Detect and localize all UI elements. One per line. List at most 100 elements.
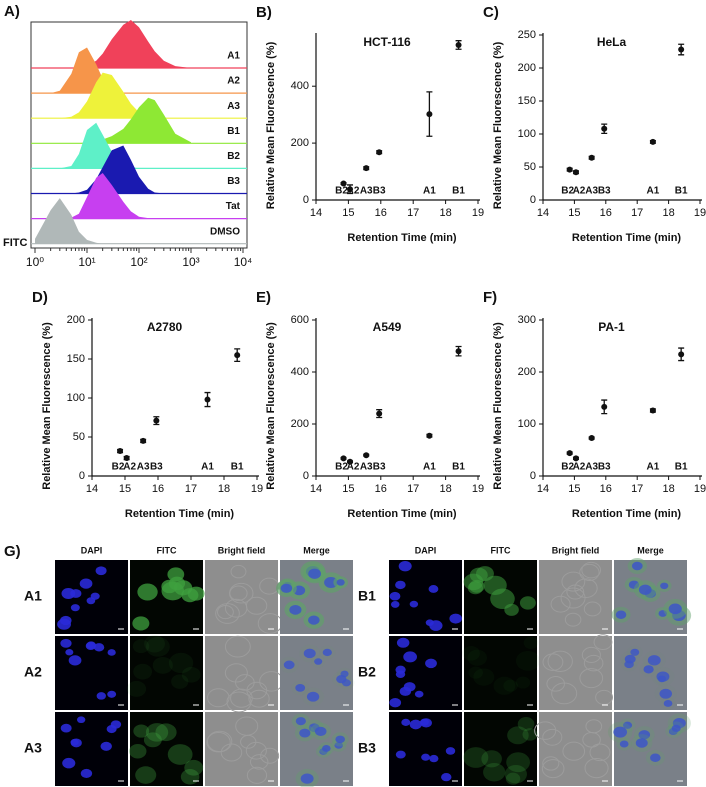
chart-title: A2780	[147, 320, 183, 334]
y-tick-label: 300	[518, 314, 536, 326]
nucleus	[647, 655, 661, 666]
nucleus	[334, 741, 343, 749]
cell-outline	[245, 596, 268, 615]
panel-label: G)	[4, 543, 21, 560]
cell-signal	[503, 679, 518, 692]
nucleus	[635, 738, 648, 748]
nucleus	[421, 753, 431, 761]
x-tick-label: 17	[407, 483, 419, 495]
nucleus	[60, 723, 72, 733]
x-tick-label: 15	[568, 207, 580, 219]
y-axis-label: Relative Mean Fluorescence (%)	[492, 41, 504, 209]
histogram-area	[35, 97, 191, 144]
cell-signal	[522, 728, 538, 741]
cell-outline	[550, 595, 571, 613]
point-label: B2	[112, 462, 125, 473]
nucleus	[314, 658, 323, 665]
point-label: A1	[423, 462, 436, 473]
x-tick-label: 17	[631, 207, 643, 219]
point-label: A1	[423, 186, 436, 197]
cell-signal	[493, 676, 516, 695]
x-tick-label: 18	[662, 207, 674, 219]
point-label: A1	[647, 462, 660, 473]
cell-signal	[171, 674, 189, 689]
nucleus	[322, 648, 332, 657]
cell-signal	[167, 744, 193, 765]
nucleus	[295, 683, 306, 692]
x-tick-label: 15	[342, 483, 354, 495]
data-point	[572, 455, 579, 462]
cell-outline	[560, 587, 586, 609]
histogram-area	[35, 173, 191, 219]
nucleus	[659, 688, 673, 699]
legend-label: B1	[227, 126, 240, 137]
x-tick-label: 16	[375, 207, 387, 219]
cell-outline	[581, 646, 601, 663]
cell-outline	[542, 653, 564, 671]
data-point	[340, 455, 347, 462]
nucleus	[638, 730, 651, 740]
y-tick-label: 400	[291, 366, 309, 378]
cell-outline	[260, 747, 280, 764]
y-tick-label: 250	[518, 29, 536, 41]
y-tick-label: 200	[67, 314, 85, 326]
legend-label: Tat	[226, 201, 241, 212]
data-point	[572, 169, 579, 176]
micrograph	[539, 560, 612, 634]
y-tick-label: 200	[518, 62, 536, 74]
x-tick-label: 17	[407, 207, 419, 219]
x-axis-label: Retention Time (min)	[572, 508, 682, 520]
data-point	[234, 352, 241, 359]
x-tick-label: 16	[600, 207, 612, 219]
data-point	[363, 165, 370, 172]
cell-outline	[561, 571, 586, 592]
y-tick-label: 400	[291, 80, 309, 92]
nucleus	[623, 721, 633, 729]
y-tick-label: 150	[518, 95, 536, 107]
nucleus	[107, 649, 116, 656]
nucleus	[389, 697, 402, 708]
data-point	[678, 351, 685, 358]
cell-signal	[167, 567, 185, 582]
row-label: A1	[24, 588, 42, 604]
x-tick-label: 15	[342, 207, 354, 219]
cell-outline	[215, 603, 240, 624]
y-tick-label: 0	[530, 194, 536, 206]
legend-label: B3	[227, 176, 240, 187]
nucleus	[631, 561, 643, 571]
nucleus	[61, 588, 76, 600]
histogram-area	[35, 47, 191, 94]
data-point	[566, 450, 573, 457]
nucleus	[401, 718, 411, 726]
cell-outline	[207, 688, 230, 708]
point-label: B2	[561, 462, 574, 473]
chart-title: HeLa	[597, 35, 627, 49]
nucleus	[79, 578, 93, 589]
cell-outline	[542, 756, 560, 771]
nucleus	[409, 719, 422, 730]
x-tick-label: 16	[375, 483, 387, 495]
nucleus	[336, 675, 347, 684]
cell-outline	[534, 721, 557, 740]
micrograph	[539, 712, 612, 786]
nucleus	[425, 619, 434, 626]
y-tick-label: 0	[79, 470, 85, 482]
data-point	[123, 455, 130, 462]
cell-outline	[583, 601, 602, 617]
point-label: A2	[123, 462, 136, 473]
cell-signal	[137, 583, 158, 601]
column-header: FITC	[157, 545, 177, 555]
cell-signal	[523, 636, 539, 649]
data-point	[601, 403, 608, 410]
cell-outline	[562, 741, 586, 761]
x-axis-label: Retention Time (min)	[347, 232, 457, 244]
nucleus	[107, 690, 117, 698]
x-tick-label: 19	[251, 483, 263, 495]
nucleus	[283, 660, 295, 670]
histogram-area	[35, 145, 191, 194]
point-label: B2	[561, 186, 574, 197]
y-tick-label: 150	[67, 353, 85, 365]
cell-signal	[469, 567, 488, 583]
nucleus	[398, 560, 412, 572]
nucleus	[80, 768, 93, 779]
